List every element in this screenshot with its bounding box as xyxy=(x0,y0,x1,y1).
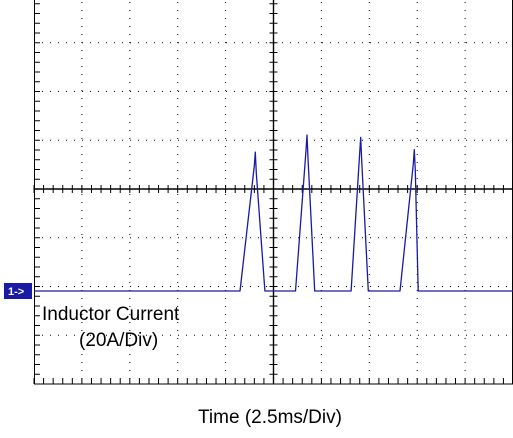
trace-layer xyxy=(34,134,513,292)
x-axis-label: Time (2.5ms/Div) xyxy=(198,407,342,428)
channel-1-marker-label: 1-> xyxy=(8,286,24,298)
graticule-grid xyxy=(33,0,513,385)
inductor-current-trace xyxy=(34,134,513,292)
channel-1-marker: 1-> xyxy=(4,283,32,299)
series-scale-label: (20A/Div) xyxy=(79,330,158,351)
channel-1-marker-bg xyxy=(4,283,32,299)
series-name-label: Inductor Current xyxy=(42,304,180,325)
